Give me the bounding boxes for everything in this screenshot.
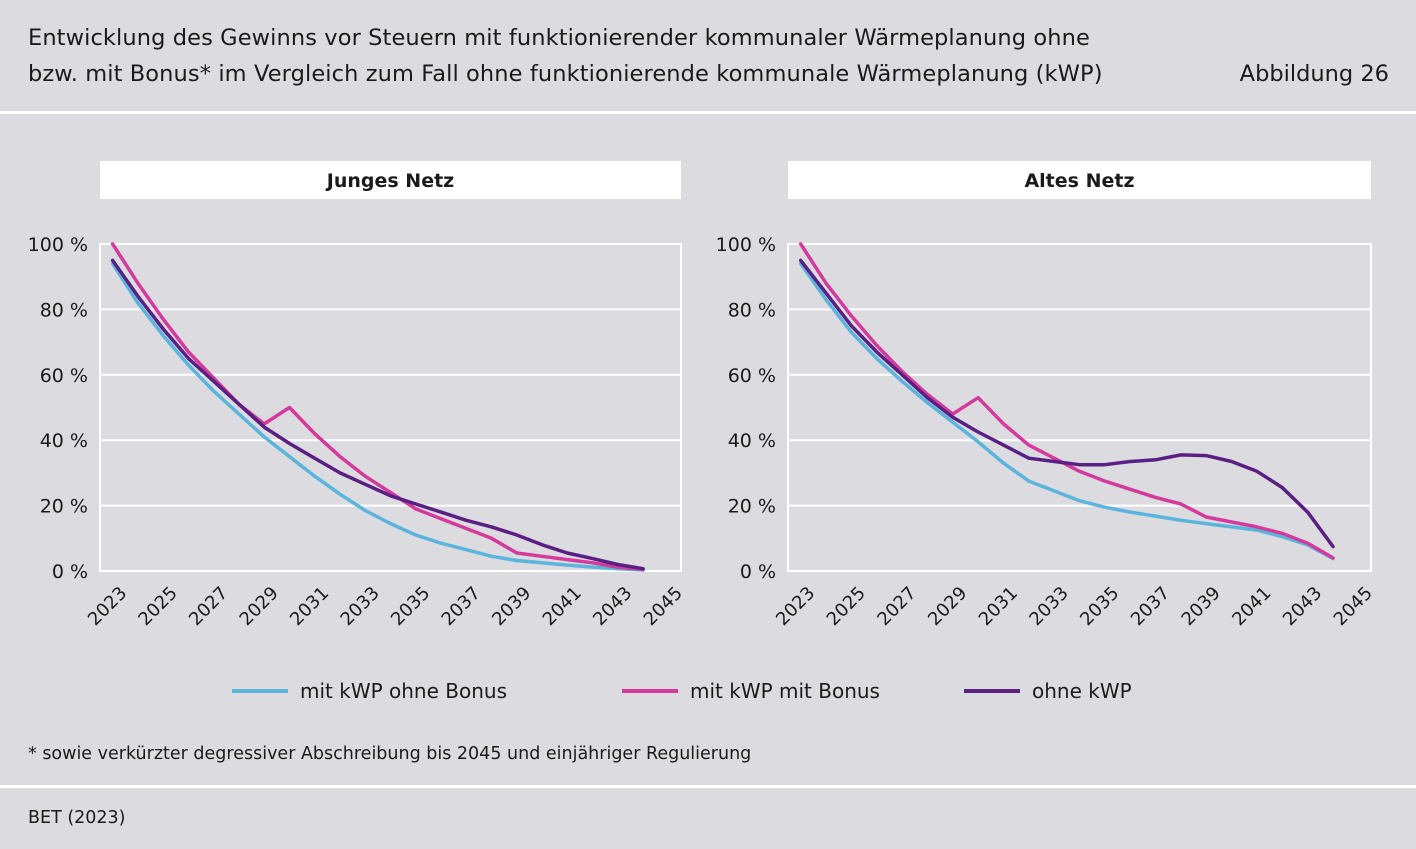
y-tick-label-altes: 20 %	[728, 496, 776, 518]
bottom-divider	[0, 785, 1416, 788]
y-tick-label-altes: 0 %	[740, 561, 776, 583]
x-tick-label-altes: 2023	[772, 583, 819, 630]
legend-swatch-ohne-kwp	[964, 689, 1020, 693]
y-tick-label-altes: 80 %	[728, 299, 776, 321]
y-tick-label-junges: 100 %	[28, 234, 88, 256]
x-tick-label-junges: 2033	[337, 583, 384, 630]
series-line-ohne-kwp-junges	[110, 258, 645, 571]
y-tick-label-junges: 60 %	[40, 365, 88, 387]
x-tick-label-junges: 2027	[185, 583, 232, 630]
x-tick-label-junges: 2031	[286, 583, 333, 630]
legend-swatch-ohne-bonus	[232, 689, 288, 693]
top-divider	[0, 111, 1416, 114]
source-note: BET (2023)	[28, 808, 126, 828]
header: Entwicklung des Gewinns vor Steuern mit …	[0, 0, 1416, 112]
chart-banner-altes	[788, 161, 1371, 199]
x-tick-label-altes: 2029	[924, 583, 971, 630]
x-tick-label-altes: 2025	[823, 583, 870, 630]
legend-swatch-mit-bonus	[622, 689, 678, 693]
y-tick-label-junges: 80 %	[40, 299, 88, 321]
y-tick-label-junges: 0 %	[52, 561, 88, 583]
x-tick-label-junges: 2037	[438, 583, 485, 630]
x-tick-label-junges: 2029	[236, 583, 283, 630]
chart-title-line-1: Entwicklung des Gewinns vor Steuern mit …	[28, 25, 1090, 51]
y-tick-label-altes: 60 %	[728, 365, 776, 387]
figure-label: Abbildung 26	[1239, 61, 1389, 87]
series-line-ohne-bonus-altes	[798, 261, 1335, 561]
x-tick-label-junges: 2035	[387, 583, 434, 630]
plot-area-altes	[787, 243, 1372, 572]
chart-subtitle-altes: Altes Netz	[1024, 170, 1134, 192]
legend-item-mit-bonus: mit kWP mit Bonus	[622, 676, 880, 706]
chart-banner-junges	[100, 161, 681, 199]
x-tick-label-junges: 2039	[488, 583, 535, 630]
chart-title-line-2: bzw. mit Bonus* im Vergleich zum Fall oh…	[28, 61, 1103, 87]
legend: mit kWP ohne Bonus mit kWP mit Bonus ohn…	[0, 676, 1416, 706]
series-line-ohne-bonus-junges	[110, 261, 645, 572]
x-tick-label-junges: 2041	[539, 583, 586, 630]
legend-item-ohne-kwp: ohne kWP	[964, 676, 1132, 706]
y-tick-label-junges: 20 %	[40, 496, 88, 518]
x-tick-label-altes: 2027	[873, 583, 920, 630]
x-tick-label-junges: 2023	[84, 583, 131, 630]
series-line-mit-bonus-junges	[110, 242, 645, 572]
x-tick-label-altes: 2031	[975, 583, 1022, 630]
y-tick-label-altes: 100 %	[716, 234, 776, 256]
x-tick-label-altes: 2039	[1178, 583, 1225, 630]
x-tick-label-altes: 2045	[1330, 583, 1377, 630]
legend-label-mit-bonus: mit kWP mit Bonus	[690, 679, 880, 703]
legend-label-ohne-bonus: mit kWP ohne Bonus	[300, 679, 507, 703]
plot-area-junges	[99, 243, 682, 572]
chart-subtitle-junges: Junges Netz	[325, 170, 454, 192]
legend-item-ohne-bonus: mit kWP ohne Bonus	[232, 676, 507, 706]
x-tick-label-altes: 2033	[1025, 583, 1072, 630]
y-tick-label-altes: 40 %	[728, 430, 776, 452]
x-tick-label-junges: 2045	[640, 583, 687, 630]
x-tick-label-junges: 2025	[134, 583, 181, 630]
x-tick-label-altes: 2041	[1228, 583, 1275, 630]
x-tick-label-junges: 2043	[589, 583, 636, 630]
x-tick-label-altes: 2043	[1279, 583, 1326, 630]
legend-label-ohne-kwp: ohne kWP	[1032, 679, 1132, 703]
y-tick-label-junges: 40 %	[40, 430, 88, 452]
x-tick-label-altes: 2037	[1127, 583, 1174, 630]
x-tick-label-altes: 2035	[1076, 583, 1123, 630]
footnote: * sowie verkürzter degressiver Abschreib…	[28, 744, 752, 764]
series-line-ohne-kwp-altes	[798, 258, 1335, 549]
